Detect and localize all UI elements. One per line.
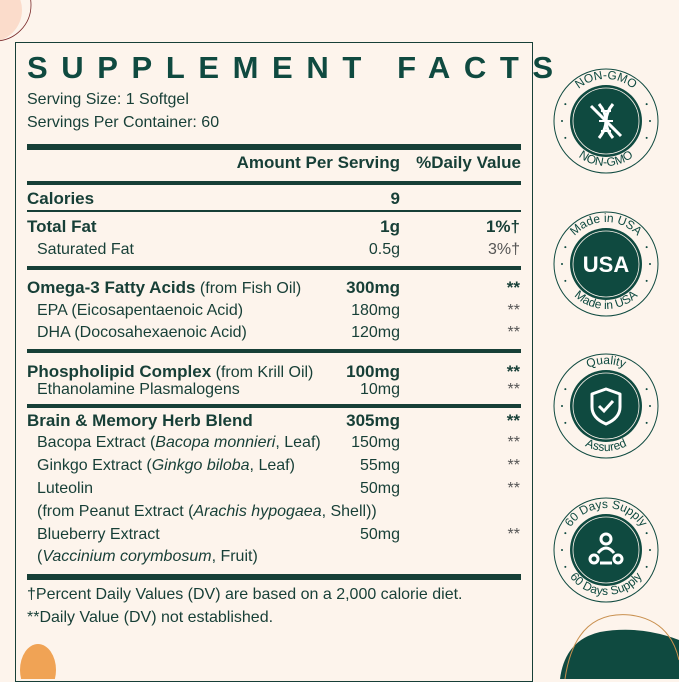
nutrient-name: (from Peanut Extract (Arachis hypogaea, … bbox=[37, 503, 377, 520]
nutrient-name: Calories bbox=[27, 189, 95, 208]
nutrient-dv: ** bbox=[507, 526, 520, 543]
badge-quality: Quality Assured bbox=[551, 351, 661, 461]
nutrient-dv: ** bbox=[507, 381, 520, 398]
nutrient-amount: 100mg bbox=[346, 362, 400, 381]
badge-60-days-supply: 60 Days Supply 60 Days Supply bbox=[551, 495, 661, 605]
nutrient-name: (Vaccinium corymbosum, Fruit) bbox=[37, 548, 258, 565]
dna-crossed-icon bbox=[589, 103, 623, 139]
badge-bottom-text: NON-GMO bbox=[577, 147, 636, 169]
nutrient-name: Ginkgo Extract (Ginkgo biloba, Leaf) bbox=[37, 457, 295, 474]
divider bbox=[27, 266, 521, 270]
nutrient-name: Bacopa Extract (Bacopa monnieri, Leaf) bbox=[37, 434, 321, 451]
nutrient-amount: 9 bbox=[390, 189, 400, 208]
nutrient-name: Saturated Fat bbox=[37, 241, 134, 258]
nutrient-dv: ** bbox=[507, 302, 520, 319]
nutrient-amount: 180mg bbox=[351, 302, 400, 319]
nutrient-name: Ethanolamine Plasmalogens bbox=[37, 381, 240, 398]
svg-text:Assured: Assured bbox=[584, 436, 629, 454]
svg-text:Quality: Quality bbox=[584, 353, 628, 371]
nutrient-name: DHA (Docosahexaenoic Acid) bbox=[37, 324, 247, 341]
nutrient-dv: ** bbox=[507, 324, 520, 341]
nutrient-amount: 300mg bbox=[346, 278, 400, 297]
nutrient-dv: ** bbox=[506, 362, 520, 381]
nutrient-dv: ** bbox=[506, 411, 520, 430]
divider bbox=[27, 574, 521, 580]
nutrient-dv: 1%† bbox=[485, 217, 520, 236]
divider bbox=[27, 404, 521, 408]
panel-title: SUPPLEMENT FACTS bbox=[27, 50, 567, 85]
nutrient-name: Omega-3 Fatty Acids (from Fish Oil) bbox=[27, 278, 302, 298]
nutrient-dv: ** bbox=[506, 278, 520, 297]
nutrient-amount: 120mg bbox=[351, 324, 400, 341]
badge-bottom-text: Assured bbox=[584, 436, 629, 454]
header-dv: %Daily Value bbox=[416, 153, 521, 172]
nutrient-name: Total Fat bbox=[27, 217, 97, 236]
svg-text:NON-GMO: NON-GMO bbox=[572, 68, 639, 92]
nutrient-amount: 50mg bbox=[359, 526, 400, 543]
nutrient-name: Brain & Memory Herb Blend bbox=[27, 411, 253, 430]
nutrient-dv: ** bbox=[507, 457, 520, 474]
nutrient-dv: ** bbox=[507, 434, 520, 451]
nutrient-amount: 1g bbox=[380, 217, 400, 236]
badge-top-text: NON-GMO bbox=[572, 68, 639, 92]
badge-top-text: Quality bbox=[584, 353, 628, 371]
badge-non-gmo: NON-GMO NON-GMO bbox=[551, 66, 661, 176]
nutrient-amount: 0.5g bbox=[368, 241, 400, 258]
nutrient-amount: 55mg bbox=[359, 457, 400, 474]
footnote-not-established: **Daily Value (DV) not established. bbox=[27, 609, 274, 626]
divider bbox=[27, 181, 521, 185]
nutrient-dv: ** bbox=[507, 480, 520, 497]
usa-text: USA bbox=[583, 252, 630, 277]
divider bbox=[27, 144, 521, 150]
nutrient-name: Blueberry Extract bbox=[37, 526, 160, 543]
shield-check-icon bbox=[590, 387, 622, 426]
svg-text:USA: USA bbox=[583, 252, 630, 277]
header-amount: Amount Per Serving bbox=[236, 153, 400, 172]
footnote-dv: †Percent Daily Values (DV) are based on … bbox=[27, 586, 463, 603]
badge-made-in-usa: Made in USA Made in USA USA bbox=[551, 209, 661, 319]
nutrient-dv: 3%† bbox=[487, 241, 520, 258]
nutrient-name: Phospholipid Complex (from Krill Oil) bbox=[27, 362, 314, 382]
nutrient-amount: 10mg bbox=[359, 381, 400, 398]
nutrient-amount: 305mg bbox=[346, 411, 400, 430]
svg-text:NON-GMO: NON-GMO bbox=[577, 147, 636, 169]
divider bbox=[27, 349, 521, 353]
servings-per-container: Servings Per Container: 60 bbox=[27, 114, 220, 131]
nutrient-name: Luteolin bbox=[37, 480, 94, 497]
divider bbox=[27, 210, 521, 212]
community-icon bbox=[588, 532, 624, 565]
nutrient-amount: 150mg bbox=[351, 434, 400, 451]
nutrient-amount: 50mg bbox=[359, 480, 400, 497]
nutrient-name: EPA (Eicosapentaenoic Acid) bbox=[37, 302, 244, 319]
serving-size: Serving Size: 1 Softgel bbox=[27, 91, 189, 108]
